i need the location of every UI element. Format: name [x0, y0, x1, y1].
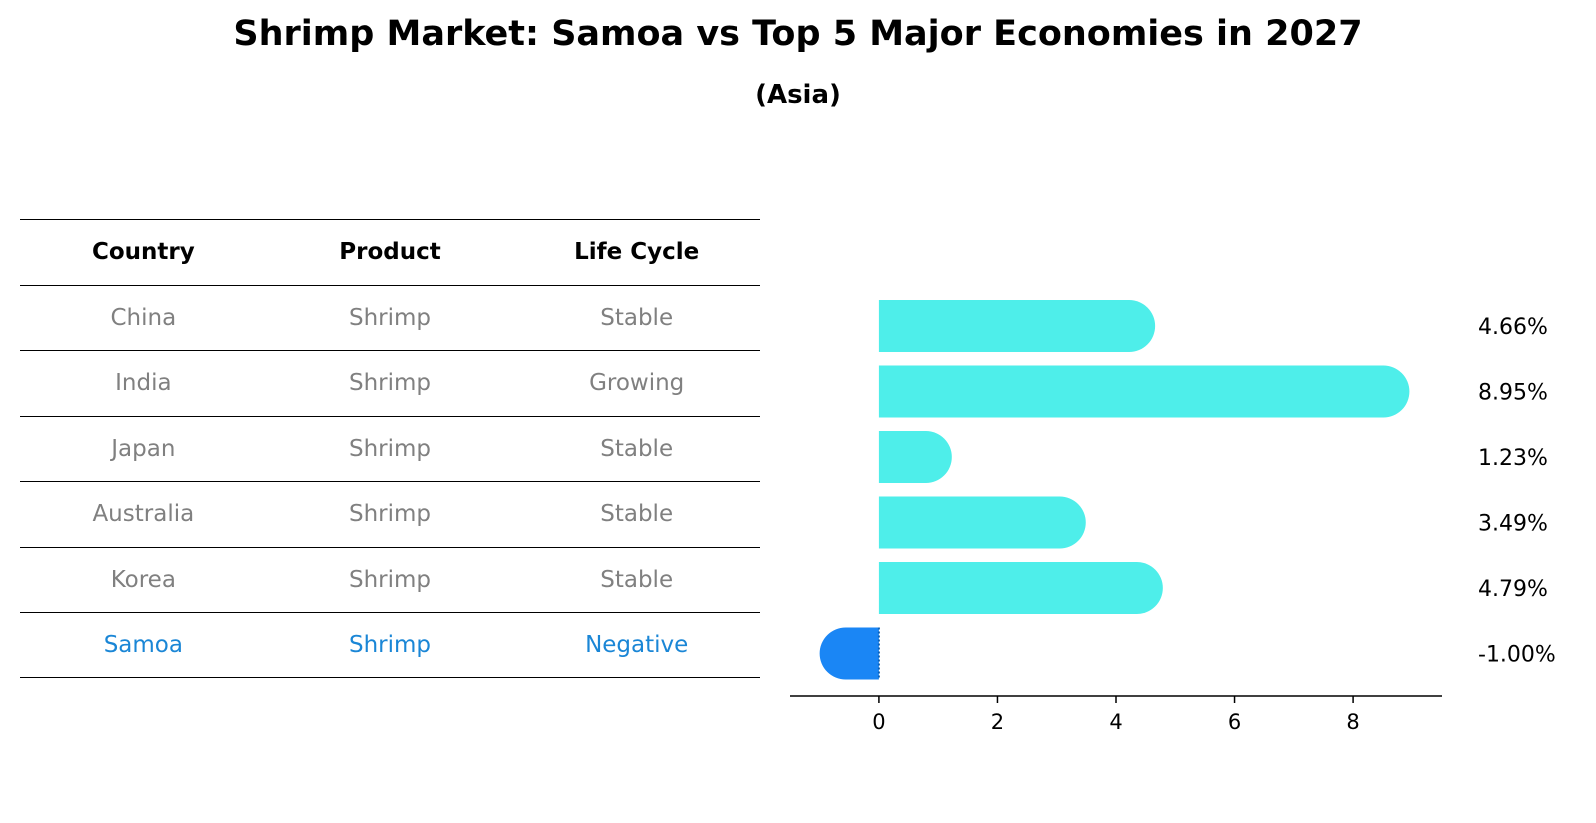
bar-china [878, 300, 1156, 352]
cell-country: Japan [111, 435, 176, 462]
cell-country: Korea [110, 566, 176, 593]
header-life-cycle: Life Cycle [574, 239, 700, 266]
value-label-japan: 1.23% [1478, 446, 1548, 471]
value-label-korea: 4.79% [1478, 577, 1548, 602]
cell-country: Australia [92, 501, 195, 528]
x-tick-label: 4 [1109, 710, 1122, 734]
cell-life-cycle: Stable [600, 435, 674, 462]
cell-country: Samoa [103, 631, 183, 658]
cell-product: Shrimp [348, 304, 432, 331]
x-tick-label: 2 [991, 710, 1004, 734]
country-table: Country Product Life Cycle China Shrimp … [20, 219, 760, 678]
bar-korea [878, 562, 1163, 614]
header-product: Product [339, 239, 441, 266]
cell-life-cycle: Stable [600, 566, 674, 593]
table-row: China Shrimp Stable [20, 284, 760, 351]
x-tick-label: 0 [872, 710, 885, 734]
bar-japan [878, 431, 952, 483]
x-tick-label: 6 [1228, 710, 1241, 734]
cell-life-cycle: Negative [585, 631, 689, 658]
x-ticks-group: 0 2 4 6 8 [872, 696, 1360, 734]
cell-life-cycle: Growing [589, 370, 685, 397]
table-row: India Shrimp Growing [20, 350, 760, 416]
table-header-row: Country Product Life Cycle [20, 219, 760, 285]
cell-country: China [110, 304, 177, 331]
header-country: Country [91, 239, 195, 266]
value-label-india: 8.95% [1478, 381, 1548, 406]
value-label-samoa: -1.00% [1478, 643, 1556, 668]
value-label-australia: 3.49% [1478, 512, 1548, 537]
bar-samoa [819, 627, 879, 680]
cell-life-cycle: Stable [600, 304, 674, 331]
value-labels-group: 4.66% 8.95% 1.23% 3.49% 4.79% -1.00% [1478, 315, 1556, 668]
table-row: Australia Shrimp Stable [20, 481, 760, 547]
chart-subtitle: (Asia) [755, 80, 841, 110]
bar-india [878, 365, 1410, 418]
cell-product: Shrimp [348, 435, 432, 462]
x-tick-label: 8 [1346, 710, 1359, 734]
value-label-china: 4.66% [1478, 315, 1548, 340]
table-row: Japan Shrimp Stable [20, 415, 760, 482]
bars-group [819, 300, 1410, 680]
cell-life-cycle: Stable [600, 501, 674, 528]
chart-title: Shrimp Market: Samoa vs Top 5 Major Econ… [233, 14, 1363, 54]
table-row-highlighted: Samoa Shrimp Negative [20, 612, 760, 678]
table-row: Korea Shrimp Stable [20, 546, 760, 613]
cell-product: Shrimp [348, 370, 432, 397]
bar-australia [878, 496, 1086, 549]
cell-product: Shrimp [348, 501, 432, 528]
cell-product: Shrimp [348, 566, 432, 593]
cell-country: India [115, 370, 172, 397]
cell-product: Shrimp [348, 631, 432, 658]
